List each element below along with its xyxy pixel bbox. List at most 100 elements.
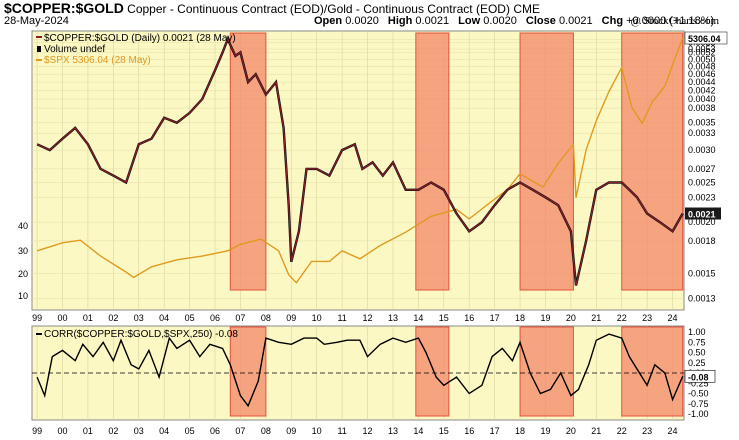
x-tick-label: 17 — [490, 426, 500, 436]
y-tick-label: 0.0023 — [688, 192, 716, 202]
y-tick-label: 0.0030 — [688, 145, 716, 155]
x-tick-label: 22 — [617, 313, 627, 323]
shaded-period — [519, 32, 574, 291]
x-tick-label: 19 — [540, 426, 550, 436]
y-tick-label: 0.0013 — [688, 294, 716, 304]
y-tick-label: 0.0042 — [688, 85, 716, 95]
x-tick-label: 13 — [388, 313, 398, 323]
x-tick-label: 03 — [134, 426, 144, 436]
indicator-tick-label: -0.25 — [688, 378, 709, 388]
legend-ratio: $COPPER:$GOLD (Daily) 0.0021 (28 May) — [44, 33, 236, 44]
x-tick-label: 23 — [642, 426, 652, 436]
y-left-tick-label: 40 — [18, 221, 28, 231]
y-tick-label: 0.0044 — [688, 77, 716, 87]
x-tick-label: 18 — [515, 426, 525, 436]
y-tick-label: 0.0046 — [688, 69, 716, 79]
x-tick-label: 04 — [159, 426, 169, 436]
corr-last-value-tag — [684, 369, 716, 383]
x-tick-label: 18 — [515, 313, 525, 323]
x-tick-label: 21 — [591, 313, 601, 323]
x-tick-label: 06 — [210, 313, 220, 323]
y-tick-label: 0.0052 — [688, 47, 716, 57]
legend-volume: Volume undef — [44, 44, 105, 55]
date-label: 28-May-2024 — [4, 15, 69, 27]
indicator-tick-label: 0.75 — [688, 337, 706, 347]
x-tick-label: 01 — [83, 426, 93, 436]
x-tick-label: 02 — [108, 313, 118, 323]
y-tick-label: 0.0053 — [688, 44, 716, 54]
close-value: 0.0021 — [558, 15, 593, 27]
x-tick-label: 22 — [617, 426, 627, 436]
x-tick-label: 08 — [261, 313, 271, 323]
x-tick-label: 23 — [642, 313, 652, 323]
copper-gold-line — [36, 37, 684, 286]
x-tick-label: 09 — [286, 313, 296, 323]
correlation-line — [36, 333, 684, 408]
x-tick-label: 14 — [413, 313, 423, 323]
exchange-label: CME — [513, 2, 540, 16]
x-tick-label: 05 — [185, 313, 195, 323]
x-tick-label: 19 — [540, 313, 550, 323]
shaded-period — [519, 326, 574, 417]
spx-last-value: 5306.04 — [688, 34, 721, 44]
y-tick-label: 0.0038 — [688, 103, 716, 113]
x-axis-band — [32, 311, 684, 325]
description-label: Copper - Continuous Contract (EOD)/Gold … — [127, 2, 510, 16]
high-value: 0.0021 — [415, 15, 450, 27]
x-tick-label: 09 — [286, 426, 296, 436]
y-tick-label: 0.0015 — [688, 268, 716, 278]
stockcharts-watermark: @ StockCharts.com — [630, 15, 719, 27]
y-tick-label: 0.0020 — [688, 217, 716, 227]
x-tick-label: 11 — [337, 426, 346, 436]
ohlc-readout: Open 0.0020 High 0.0021 Low 0.0020 Close… — [314, 15, 720, 27]
x-tick-label: 20 — [566, 426, 576, 436]
x-tick-label: 24 — [668, 426, 678, 436]
y-tick-label: 0.0033 — [688, 128, 716, 138]
indicator-tick-label: -1.00 — [688, 409, 709, 419]
y-tick-label: 0.0040 — [688, 94, 716, 104]
x-tick-label: 24 — [668, 313, 678, 323]
x-tick-label: 08 — [261, 426, 271, 436]
x-tick-label: 02 — [108, 426, 118, 436]
shaded-period — [415, 326, 450, 417]
y-tick-label: 0.0025 — [688, 178, 716, 188]
shaded-period — [621, 32, 684, 291]
shaded-period — [229, 32, 267, 291]
x-tick-label: 04 — [159, 313, 169, 323]
chg-value: +0.0000 (+1.18%) — [626, 15, 715, 27]
x-tick-label: 05 — [185, 426, 195, 436]
x-tick-label: 15 — [439, 426, 449, 436]
x-tick-label: 10 — [312, 313, 322, 323]
y-tick-label: 0.0048 — [688, 62, 716, 72]
legend-volume-swatch — [37, 46, 41, 52]
legend-spx: $SPX 5306.04 (28 May) — [44, 55, 151, 66]
x-tick-label: 07 — [235, 313, 245, 323]
x-tick-label: 07 — [235, 426, 245, 436]
indicator-tick-label: -0.75 — [688, 399, 709, 409]
x-tick-label: 01 — [83, 313, 93, 323]
x-tick-label: 06 — [210, 426, 220, 436]
high-label: High — [387, 15, 413, 27]
low-value: 0.0020 — [483, 15, 517, 27]
spx-line — [36, 37, 684, 284]
y-tick-label: 0.0050 — [688, 54, 716, 64]
x-tick-label: 15 — [439, 313, 449, 323]
indicator-tick-label: 1.00 — [688, 327, 706, 337]
x-tick-label: 14 — [413, 426, 423, 436]
x-tick-label: 11 — [337, 313, 346, 323]
x-tick-label: 16 — [464, 426, 474, 436]
shaded-period — [415, 32, 450, 291]
ratio-last-value-tag — [685, 207, 721, 220]
x-tick-label: 16 — [464, 313, 474, 323]
open-label: Open — [314, 15, 343, 27]
y-tick-label: 0.0035 — [688, 118, 716, 128]
y-left-tick-label: 30 — [18, 246, 28, 256]
x-tick-label: 20 — [566, 313, 576, 323]
x-tick-label: 10 — [312, 426, 322, 436]
x-tick-label: 17 — [490, 313, 500, 323]
indicator-tick-label: 0.25 — [688, 358, 706, 368]
close-label: Close — [525, 15, 556, 27]
legend-correlation: CORR($COPPER:$GOLD,$SPX,250) -0.08 — [44, 329, 238, 340]
x-tick-label: 12 — [363, 426, 373, 436]
